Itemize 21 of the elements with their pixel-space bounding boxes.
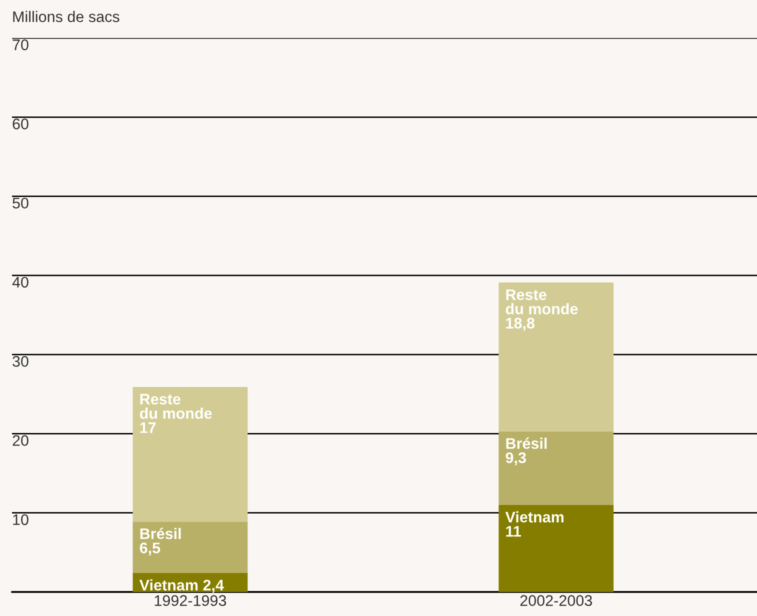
series-label: Vietnam (505, 511, 564, 522)
x-tick-label: 2002-2003 (520, 595, 592, 606)
y-tick-label: 40 (12, 276, 28, 288)
text: Reste du monde (506, 289, 578, 314)
text: Brésil (506, 438, 547, 449)
y-tick-label: 60 (12, 118, 28, 130)
data-label: 6,5 (140, 542, 160, 556)
y-tick-label: 20 (12, 435, 28, 446)
text: Vietnam 2,4 (139, 579, 224, 593)
data-label: 11 (506, 526, 521, 537)
y-axis-title: Millions de sacs (13, 10, 120, 22)
data-label: 17 (140, 422, 156, 433)
x-tick-label: 1992-1993 (154, 595, 226, 606)
y-tick-label: 30 (12, 356, 28, 367)
series-label: Brésil (140, 528, 181, 540)
series-label: Reste du monde (140, 394, 212, 419)
y-tick-label: 10 (13, 514, 28, 526)
y-tick-label: 70 (12, 39, 28, 50)
data-label: 9,3 (506, 452, 526, 466)
data-label: 18,8 (506, 318, 535, 331)
y-tick-label: 50 (12, 198, 28, 209)
